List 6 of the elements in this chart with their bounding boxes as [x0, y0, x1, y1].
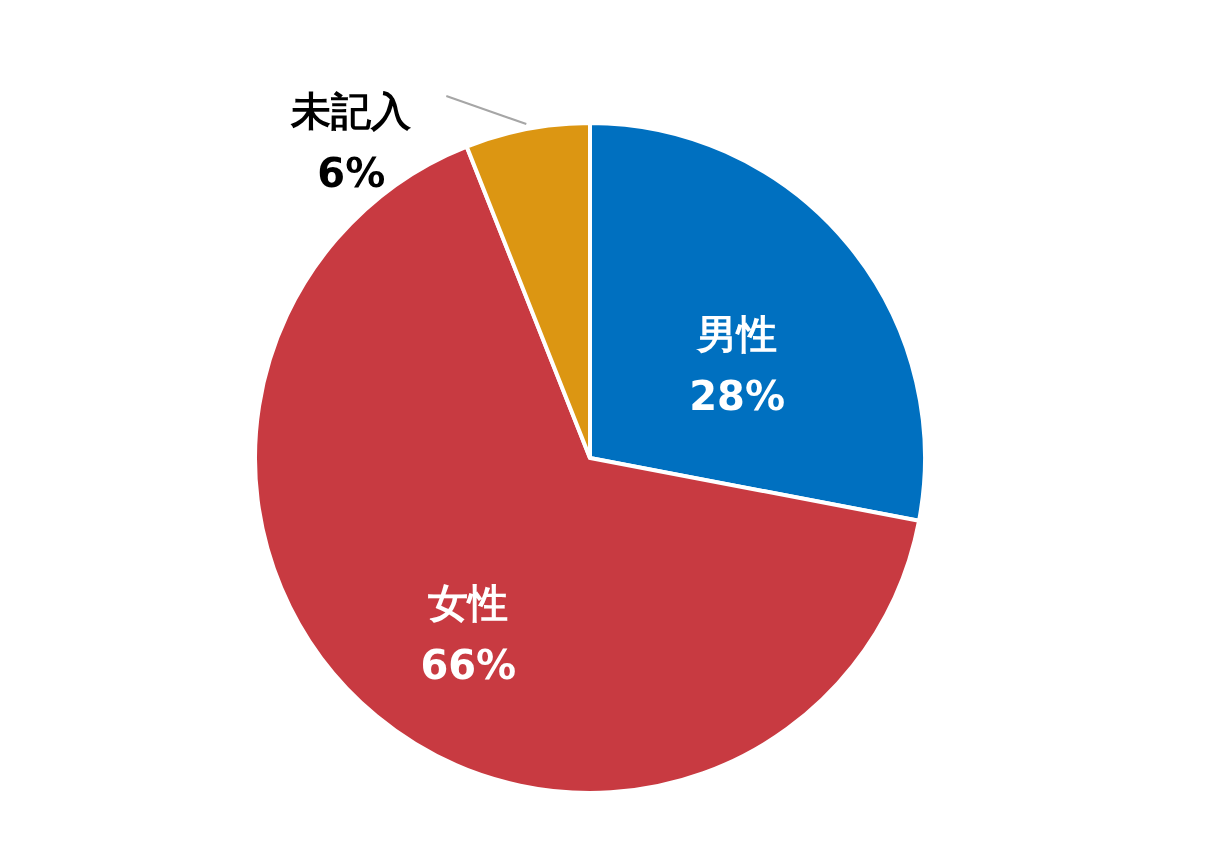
data-label: 66%	[420, 642, 517, 689]
slice-label: 女性	[428, 580, 509, 627]
slice-label: 男性	[696, 311, 778, 358]
data-label: 28%	[689, 373, 785, 420]
slice-label: 未記入	[290, 88, 413, 135]
data-label: 6%	[317, 150, 386, 197]
